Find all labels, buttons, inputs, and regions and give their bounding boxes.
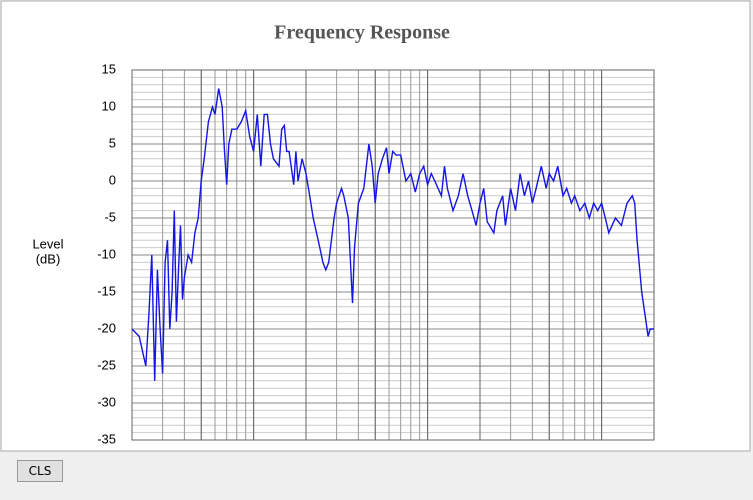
x-tick-label: 20 [122,453,136,455]
y-tick-label: 10 [102,98,116,113]
y-tick-label: -30 [97,394,116,409]
y-tick-label: -5 [104,209,116,224]
y-tick-label: -20 [97,320,116,335]
x-tick-label: 500 [361,453,383,455]
y-tick-label: -35 [97,431,116,446]
x-tick-label: 5 K [536,453,556,455]
y-tick-label: -10 [97,246,116,261]
x-tick-label: 100 [240,453,262,455]
plot-frame [131,69,655,441]
y-label: Level [32,236,63,251]
x-tick-label: 50 [191,453,205,455]
x-tick-label: 1 K [415,453,435,455]
x-tick-label: 200 [292,453,314,455]
cls-button[interactable]: CLS [17,460,63,482]
chart-title: Frequency Response [274,22,450,44]
y-tick-label: -25 [97,357,116,372]
y-tick-label: 5 [109,135,116,150]
x-tick-label: 20 KHz [651,453,694,455]
x-tick-label: 10 K [585,453,612,455]
x-tick-label: 2 K [467,453,487,455]
y-tick-label: 15 [102,61,116,76]
chart: Frequency Response Level (dB) 151050-5-1… [0,0,751,455]
y-tick-label: 0 [109,172,116,187]
y-label: (dB) [36,251,61,266]
y-tick-label: -15 [97,283,116,298]
line-series [131,88,654,381]
